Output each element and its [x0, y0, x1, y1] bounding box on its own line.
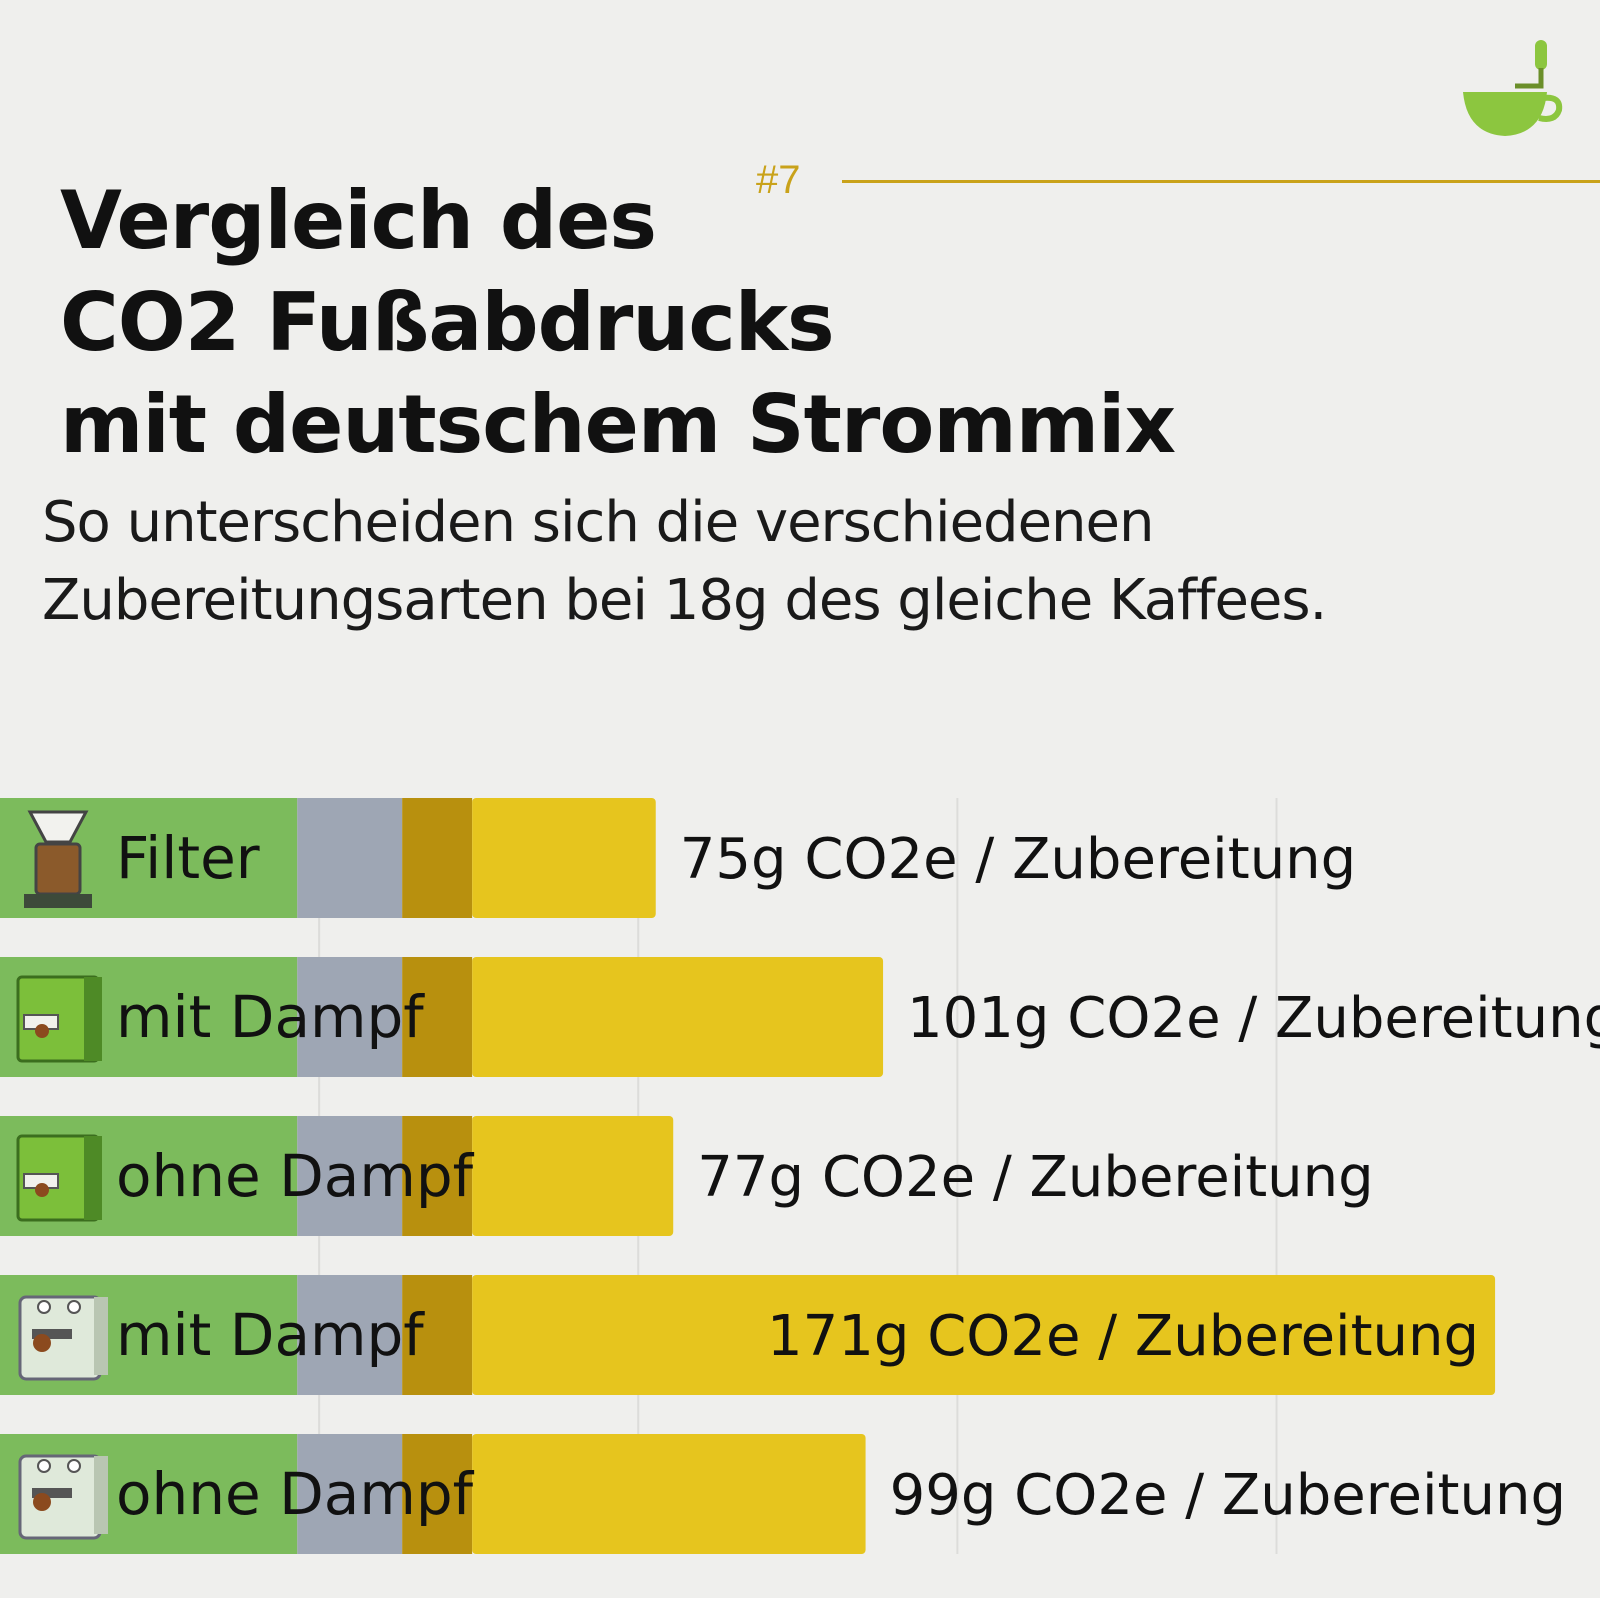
- subtitle-line: Zubereitungsarten bei 18g des gleiche Ka…: [42, 568, 1327, 633]
- subtitle-line: So unterscheiden sich die verschiedenen: [42, 490, 1155, 555]
- subtitle: So unterscheiden sich die verschiedenen …: [42, 484, 1327, 640]
- post-number: #7: [756, 158, 801, 202]
- accent-line: [842, 180, 1600, 183]
- portafilter-machine-icon: [18, 1454, 108, 1540]
- bar-segment: [402, 1275, 473, 1395]
- category-label: mit Dampf: [116, 1301, 425, 1369]
- value-label: 101g CO2e / Zubereitung: [907, 986, 1600, 1051]
- bar-segment: [402, 798, 473, 918]
- title-line: Vergleich des: [60, 174, 657, 267]
- value-label: 171g CO2e / Zubereitung: [767, 1304, 1479, 1369]
- bowl-grinder-icon: [1463, 40, 1563, 136]
- bar-segment: [402, 957, 473, 1077]
- category-label: ohne Dampf: [116, 1142, 475, 1210]
- bar-segment: [297, 1116, 403, 1236]
- category-label: Filter: [116, 824, 260, 892]
- bar-segment: [402, 1434, 473, 1554]
- value-label: 75g CO2e / Zubereitung: [680, 827, 1356, 892]
- value-label: 77g CO2e / Zubereitung: [697, 1145, 1373, 1210]
- portafilter-machine-icon: [18, 1295, 108, 1381]
- category-label: ohne Dampf: [116, 1460, 475, 1528]
- bar-segment: [297, 1275, 403, 1395]
- title-line: mit deutschem Strommix: [60, 378, 1176, 471]
- category-label: mit Dampf: [116, 983, 425, 1051]
- bar-segment: [472, 1275, 1496, 1395]
- bar-segment: [402, 1116, 473, 1236]
- bar-segment: [297, 798, 403, 918]
- espresso-machine-icon: [16, 1134, 102, 1222]
- page-title: Vergleich des CO2 Fußabdrucks mit deutsc…: [60, 170, 1176, 476]
- filter-coffee-icon: [24, 810, 92, 908]
- bar-segment: [472, 798, 656, 918]
- bar-segment: [472, 1434, 866, 1554]
- espresso-machine-icon: [16, 975, 102, 1063]
- bar-segment: [472, 957, 884, 1077]
- bar-segment: [297, 1434, 403, 1554]
- title-line: CO2 Fußabdrucks: [60, 276, 835, 369]
- bar-segment: [297, 957, 403, 1077]
- value-label: 99g CO2e / Zubereitung: [890, 1463, 1566, 1528]
- bar-segment: [472, 1116, 674, 1236]
